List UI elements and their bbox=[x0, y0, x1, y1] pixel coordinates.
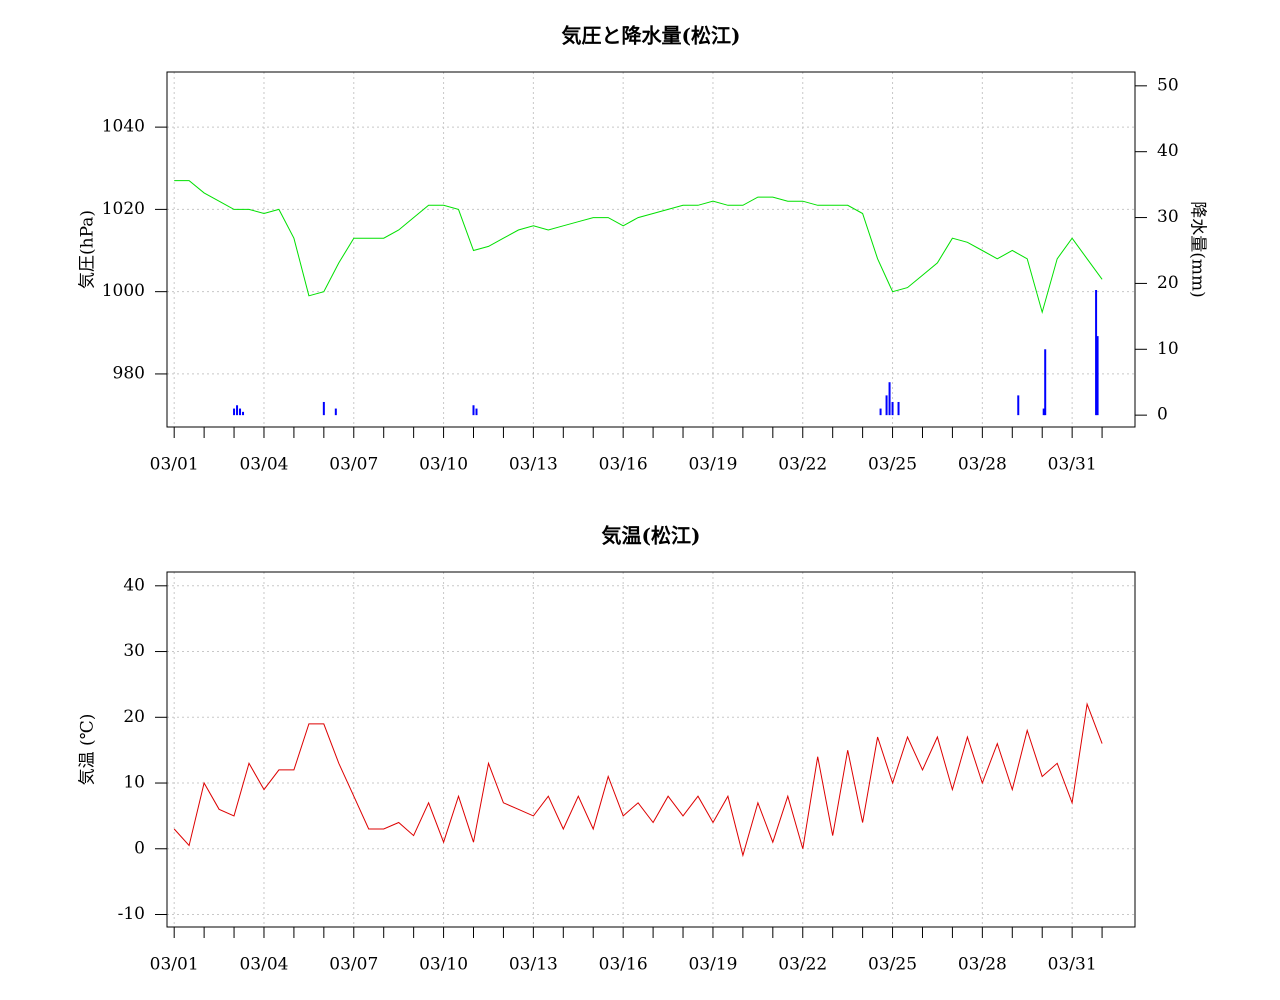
x-tick-label: 03/10 bbox=[419, 455, 468, 475]
bar bbox=[1095, 290, 1098, 416]
data-line bbox=[174, 180, 1103, 315]
y2-tick-label: 30 bbox=[1157, 207, 1179, 227]
x-tick-label: 03/13 bbox=[509, 955, 558, 975]
bar bbox=[236, 405, 239, 416]
x-tick-label: 03/31 bbox=[1048, 455, 1097, 475]
x-tick-label: 03/16 bbox=[599, 955, 648, 975]
y2-tick-label: 20 bbox=[1157, 273, 1179, 293]
y-tick-label: 980 bbox=[113, 363, 145, 383]
x-tick-label: 03/13 bbox=[509, 455, 558, 475]
data-line bbox=[173, 702, 1103, 858]
x-tick-label: 03/19 bbox=[688, 455, 737, 475]
y-tick-label: -10 bbox=[118, 904, 145, 924]
x-tick-label: 03/10 bbox=[419, 955, 468, 975]
bar bbox=[242, 411, 245, 416]
y-tick-label: 1040 bbox=[102, 117, 145, 137]
bar bbox=[885, 395, 888, 416]
bar bbox=[897, 401, 900, 416]
x-tick-label: 03/16 bbox=[599, 455, 648, 475]
bar bbox=[239, 408, 242, 416]
bar bbox=[1017, 395, 1020, 416]
chart-title: 気温(松江) bbox=[602, 524, 701, 548]
bar bbox=[888, 382, 891, 416]
y-axis-label: 気圧(hPa) bbox=[78, 210, 98, 289]
y-tick-label: 1000 bbox=[102, 281, 145, 301]
x-tick-label: 03/31 bbox=[1048, 955, 1097, 975]
x-tick-label: 03/22 bbox=[778, 955, 827, 975]
y2-tick-label: 50 bbox=[1157, 75, 1179, 95]
bar bbox=[879, 408, 882, 416]
y-axis-label: 気温 (℃) bbox=[78, 714, 98, 786]
x-tick-label: 03/04 bbox=[239, 455, 288, 475]
y-tick-label: 30 bbox=[123, 641, 145, 661]
bar bbox=[472, 405, 475, 416]
x-tick-label: 03/28 bbox=[958, 455, 1007, 475]
x-tick-label: 03/25 bbox=[868, 455, 917, 475]
plot-frame bbox=[166, 571, 1136, 928]
bar bbox=[1042, 408, 1045, 416]
y-tick-label: 20 bbox=[123, 707, 145, 727]
x-tick-label: 03/28 bbox=[958, 955, 1007, 975]
y2-axis-label: 降水量(mm) bbox=[1188, 201, 1208, 298]
y-tick-label: 40 bbox=[123, 575, 145, 595]
x-tick-label: 03/22 bbox=[778, 455, 827, 475]
bar bbox=[334, 408, 337, 416]
y2-tick-label: 10 bbox=[1157, 339, 1179, 359]
x-tick-label: 03/04 bbox=[239, 955, 288, 975]
y-tick-label: 1020 bbox=[102, 199, 145, 219]
bar bbox=[1044, 349, 1047, 416]
bar bbox=[1096, 336, 1099, 416]
x-tick-label: 03/07 bbox=[329, 455, 378, 475]
x-tick-label: 03/19 bbox=[688, 955, 737, 975]
y-tick-label: 0 bbox=[134, 838, 145, 858]
bar bbox=[891, 401, 894, 416]
x-tick-label: 03/01 bbox=[150, 455, 199, 475]
x-tick-label: 03/07 bbox=[329, 955, 378, 975]
bar bbox=[322, 401, 325, 416]
x-tick-label: 03/25 bbox=[868, 955, 917, 975]
bar bbox=[233, 408, 236, 416]
x-tick-label: 03/01 bbox=[150, 955, 199, 975]
y2-tick-label: 40 bbox=[1157, 141, 1179, 161]
y-tick-label: 10 bbox=[123, 773, 145, 793]
plot-frame bbox=[166, 71, 1136, 428]
y2-tick-label: 0 bbox=[1157, 405, 1168, 425]
bar bbox=[475, 408, 478, 416]
chart-title: 気圧と降水量(松江) bbox=[562, 24, 741, 48]
